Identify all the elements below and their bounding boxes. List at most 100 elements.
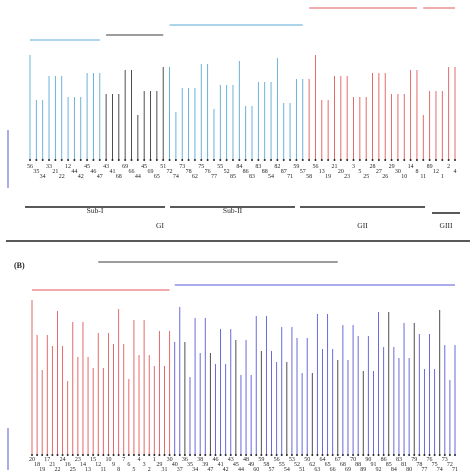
leaf-label: 26 <box>382 174 388 180</box>
leaf-label: 89 <box>427 164 433 170</box>
leaf-label: 68 <box>116 174 122 180</box>
leaf-tip <box>199 454 202 456</box>
leaf-label: 52 <box>224 169 230 175</box>
leaf-label: 33 <box>46 164 52 170</box>
leaf-tip <box>92 454 95 456</box>
leaf-tip <box>181 159 184 161</box>
leaf-tip <box>392 454 395 456</box>
panel-a-group-bars: Sub-I Sub-II GI GII GIII <box>25 206 460 230</box>
leaf-tip <box>117 159 120 161</box>
leaf-label: 24 <box>60 457 66 463</box>
leaf-label: 85 <box>386 462 392 468</box>
leaf-label: 68 <box>340 462 346 468</box>
leaf-tip <box>326 454 329 456</box>
leaf-tip <box>397 454 400 456</box>
leaf-label: 54 <box>268 174 274 180</box>
leaf-tip <box>396 159 399 161</box>
leaf-tip <box>263 159 266 161</box>
leaf-label: 45 <box>233 462 239 468</box>
leaf-tip <box>168 159 171 161</box>
leaf-tip <box>178 454 181 456</box>
leaf-tip <box>433 454 436 456</box>
leaf-tip <box>377 454 380 456</box>
leaf-label: 1 <box>441 174 444 180</box>
leaf-tip <box>250 454 253 456</box>
leaf-label: 86 <box>381 457 387 463</box>
leaf-tip <box>122 454 125 456</box>
leaf-label: 4 <box>454 169 457 175</box>
leaf-label: 18 <box>34 462 40 468</box>
leaf-tip <box>306 454 309 456</box>
leaf-tip <box>234 454 237 456</box>
leaf-tip <box>194 454 197 456</box>
leaf-label: 21 <box>52 169 58 175</box>
leaf-tip <box>239 454 242 456</box>
leaf-label: 37 <box>177 467 183 473</box>
leaf-label: 53 <box>289 457 295 463</box>
leaf-label: 46 <box>90 169 96 175</box>
leaf-tip <box>155 159 158 161</box>
leaf-tip <box>41 454 44 456</box>
leaf-tip <box>209 454 212 456</box>
leaf-label: 72 <box>447 462 453 468</box>
leaf-label: 44 <box>71 169 77 175</box>
leaf-label: 77 <box>211 174 217 180</box>
leaf-label: 78 <box>186 169 192 175</box>
leaf-label: 12 <box>433 169 439 175</box>
leaf-label: 13 <box>319 169 325 175</box>
leaf-label: 65 <box>325 462 331 468</box>
leaf-tip <box>61 454 64 456</box>
leaf-tip <box>149 159 152 161</box>
leaf-label: 25 <box>363 174 369 180</box>
leaf-label: 19 <box>39 467 45 473</box>
leaf-tip <box>56 454 59 456</box>
leaf-tip <box>71 454 74 456</box>
leaf-tip <box>132 454 135 456</box>
leaf-tip <box>418 454 421 456</box>
leaf-label: 40 <box>172 462 178 468</box>
leaf-tip <box>41 159 44 161</box>
leaf-label: 10 <box>401 174 407 180</box>
leaf-label: 14 <box>408 164 414 170</box>
leaf-label: 11 <box>100 467 106 473</box>
leaf-label: 83 <box>255 164 261 170</box>
leaf-label: 38 <box>197 457 203 463</box>
leaf-tip <box>60 159 63 161</box>
leaf-tip <box>362 454 365 456</box>
leaf-label: 84 <box>391 467 397 473</box>
leaf-tip <box>66 454 69 456</box>
leaf-tip <box>367 454 370 456</box>
leaf-tip <box>255 454 258 456</box>
leaf-tip <box>365 159 368 161</box>
leaf-tip <box>31 454 33 456</box>
group-label-sub1: Sub-I <box>87 206 104 215</box>
leaf-label: 63 <box>314 467 320 473</box>
leaf-tip <box>174 159 177 161</box>
leaf-tip <box>320 159 323 161</box>
leaf-tip <box>35 159 38 161</box>
leaf-label: 19 <box>325 174 331 180</box>
leaf-label: 88 <box>262 169 268 175</box>
leaf-tip <box>251 159 254 161</box>
leaf-label: 10 <box>105 457 111 463</box>
leaf-label: 54 <box>284 467 290 473</box>
leaf-label: 73 <box>442 457 448 463</box>
leaf-label: 69 <box>345 467 351 473</box>
leaf-tip <box>229 454 232 456</box>
leaf-tip <box>403 454 406 456</box>
leaf-tip <box>265 454 268 456</box>
leaf-tip <box>219 159 222 161</box>
leaf-tip <box>290 454 293 456</box>
leaf-label: 16 <box>65 462 71 468</box>
leaf-tip <box>163 454 166 456</box>
leaf-tip <box>390 159 393 161</box>
leaf-label: 83 <box>396 457 402 463</box>
leaf-tip <box>428 454 431 456</box>
leaf-label: 74 <box>437 467 443 473</box>
leaf-label: 72 <box>167 169 173 175</box>
leaf-tip <box>387 454 390 456</box>
leaf-tip <box>81 454 84 456</box>
leaf-tip <box>382 454 385 456</box>
leaf-label: 47 <box>97 174 103 180</box>
